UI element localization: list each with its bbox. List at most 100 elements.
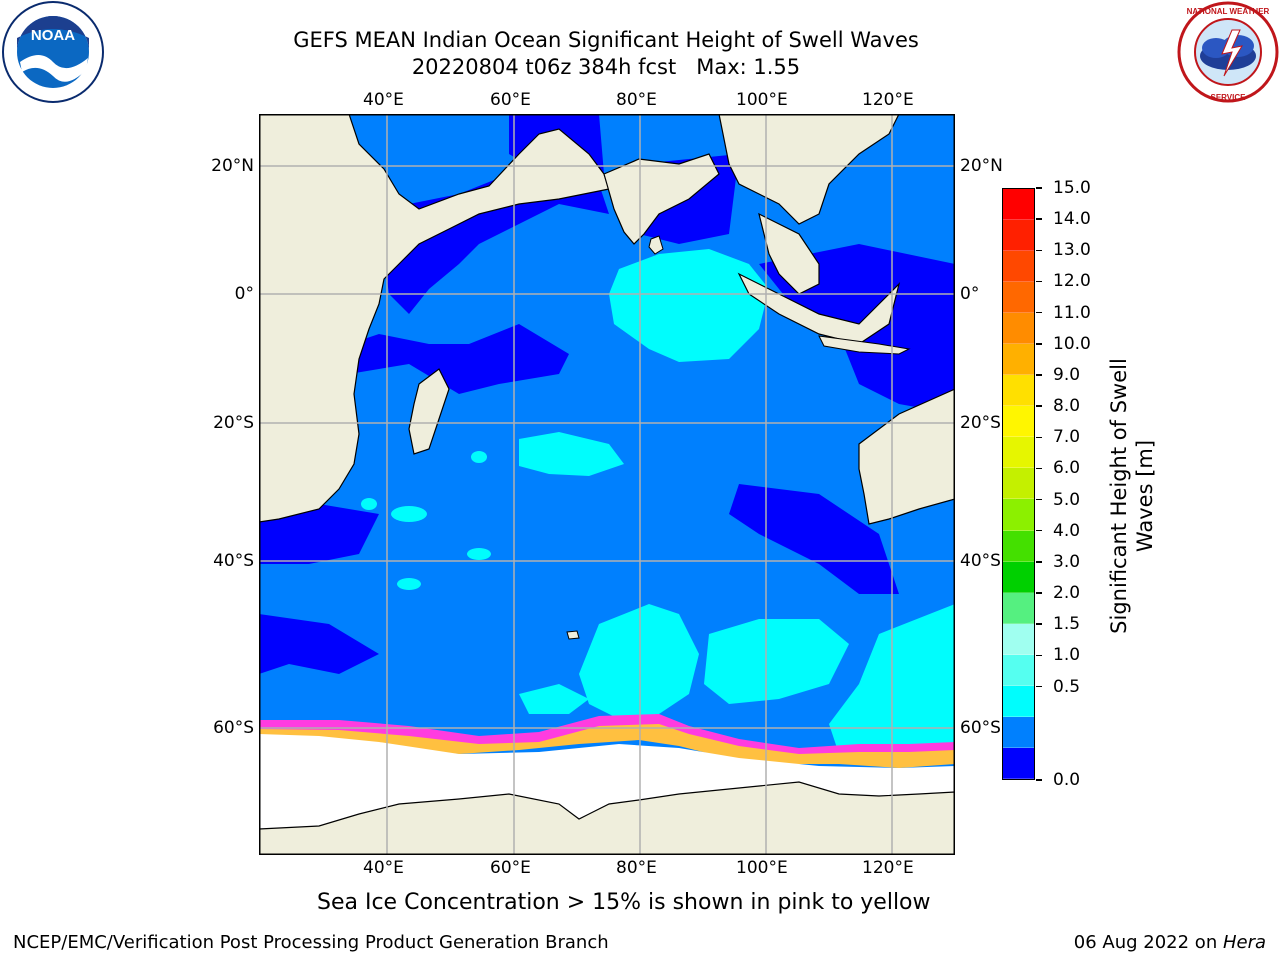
colorbar-cell [1003, 220, 1034, 252]
land-sri-lanka [648, 235, 664, 255]
land-java [818, 335, 911, 355]
colorbar-tick-label: 1.0 [1053, 645, 1081, 666]
lon-tick-top: 60°E [490, 90, 531, 110]
colorbar-cell [1003, 282, 1034, 314]
colorbar-tick-label: 0.5 [1053, 676, 1081, 697]
lat-tick-right: 0° [960, 284, 980, 304]
lon-tick-top: 80°E [616, 90, 657, 110]
footer-date-text: 06 Aug 2022 on [1073, 932, 1223, 953]
colorbar-cell [1003, 251, 1034, 283]
colorbar-tick-mark [1036, 311, 1042, 314]
colorbar-cell [1003, 499, 1034, 531]
colorbar-tick-mark [1036, 467, 1042, 470]
colorbar-tick-mark [1036, 654, 1042, 657]
footer-machine: Hera [1222, 932, 1266, 953]
footer-date: 06 Aug 2022 on Hera [1074, 932, 1266, 953]
lat-tick-right: 40°S [960, 551, 1001, 571]
land-sumatra-borneo [737, 272, 901, 345]
colorbar-cell [1003, 437, 1034, 469]
colorbar-tick-mark [1036, 280, 1042, 283]
land-madagascar [408, 368, 450, 455]
graticule [259, 114, 955, 855]
sea-ice-note: Sea Ice Concentration > 15% is shown in … [317, 890, 931, 915]
lon-tick-top: 100°E [736, 90, 788, 110]
colorbar-tick-mark [1036, 592, 1042, 594]
colorbar-tick-mark [1036, 218, 1042, 220]
lat-tick-left: 60°S [213, 718, 254, 738]
colorbar-tick-mark [1036, 561, 1042, 563]
map-plot [259, 114, 955, 855]
high-swell-south-2 [704, 619, 849, 704]
colorbar-cell [1003, 716, 1034, 748]
map-frame [259, 114, 955, 855]
colorbar-cell [1003, 375, 1034, 407]
colorbar-tick-label: 7.0 [1053, 427, 1081, 448]
colorbar-cell [1003, 530, 1034, 562]
colorbar-label: Significant Height of Swell Waves [m] [1106, 326, 1158, 666]
high-swell-south-4 [519, 684, 589, 714]
colorbar-cell [1003, 561, 1034, 593]
lat-tick-left: 20°N [211, 156, 254, 176]
low-swell-southwest [259, 504, 379, 564]
lat-tick-left: 20°S [213, 413, 254, 433]
lat-tick-right: 20°S [960, 413, 1001, 433]
lon-tick-top: 120°E [862, 90, 914, 110]
high-swell-equatorial [609, 249, 769, 362]
colorbar-cell [1003, 468, 1034, 500]
high-swell-central [519, 432, 624, 476]
colorbar-tick-label: 11.0 [1053, 302, 1091, 323]
colorbar-tick-label: 13.0 [1053, 240, 1091, 261]
colorbar-tick-mark [1036, 498, 1042, 501]
colorbar-tick-mark [1036, 779, 1042, 781]
colorbar-cell [1003, 344, 1034, 376]
colorbar-cell [1003, 406, 1034, 438]
land-africa-arabia [259, 114, 610, 523]
land-asia [718, 114, 900, 225]
colorbar-cell [1003, 313, 1034, 345]
colorbar-tick-label: 2.0 [1053, 583, 1081, 604]
low-swell-australia-west [729, 484, 899, 594]
colorbar-tick-label: 5.0 [1053, 489, 1081, 510]
colorbar-ticks: 15.0 14.0 13.0 12.0 11.0 10.0 9.0 8.0 7.0 6.0 5.0 4… [1036, 178, 1106, 790]
colorbar-tick-label: 0.0 [1053, 770, 1081, 790]
svg-text:SERVICE: SERVICE [1211, 93, 1247, 102]
land-antarctica [259, 781, 955, 855]
colorbar-tick-label: 4.0 [1053, 520, 1081, 541]
colorbar-tick-label: 12.0 [1053, 271, 1091, 292]
colorbar-tick-label: 3.0 [1053, 551, 1081, 572]
footer-credit: NCEP/EMC/Verification Post Processing Pr… [13, 932, 609, 953]
colorbar-tick-mark [1036, 249, 1042, 252]
nws-logo: NATIONAL WEATHER SERVICE [1176, 0, 1280, 104]
colorbar-tick-mark [1036, 343, 1042, 345]
lon-tick-bottom: 60°E [490, 858, 531, 878]
chart-subtitle: 20220804 t06z 384h fcst Max: 1.55 [411, 55, 801, 79]
colorbar-tick-label: 14.0 [1053, 209, 1091, 230]
colorbar-tick-label: 1.5 [1053, 614, 1081, 635]
lat-tick-right: 20°N [960, 156, 1003, 176]
colorbar-cell [1003, 685, 1034, 717]
colorbar-tick-mark [1036, 436, 1042, 438]
colorbar-tick-mark [1036, 405, 1042, 407]
colorbar-cell [1003, 747, 1034, 779]
chart-title: GEFS MEAN Indian Ocean Significant Heigh… [293, 28, 919, 52]
land-indochina [758, 212, 820, 295]
colorbar-tick-label: 15.0 [1053, 178, 1091, 198]
lon-tick-bottom: 80°E [616, 858, 657, 878]
colorbar-tick-mark [1036, 529, 1042, 532]
map-svg [259, 114, 955, 855]
colorbar-label-line1: Significant Height of Swell [1107, 358, 1131, 634]
lon-tick-bottom: 40°E [363, 858, 404, 878]
colorbar-cell [1003, 189, 1034, 221]
colorbar-tick-mark [1036, 685, 1042, 688]
lon-tick-top: 40°E [363, 90, 404, 110]
colorbar-tick-label: 8.0 [1053, 396, 1081, 417]
lat-tick-left: 0° [234, 284, 254, 304]
colorbar-tick-mark [1036, 187, 1042, 189]
colorbar-label-line2: Waves [m] [1133, 439, 1157, 553]
lat-tick-right: 60°S [960, 718, 1001, 738]
colorbar-cell [1003, 623, 1034, 655]
lon-tick-bottom: 100°E [736, 858, 788, 878]
colorbar [1002, 188, 1035, 780]
colorbar-tick-mark [1036, 374, 1042, 376]
noaa-logo-text: NOAA [31, 27, 75, 44]
